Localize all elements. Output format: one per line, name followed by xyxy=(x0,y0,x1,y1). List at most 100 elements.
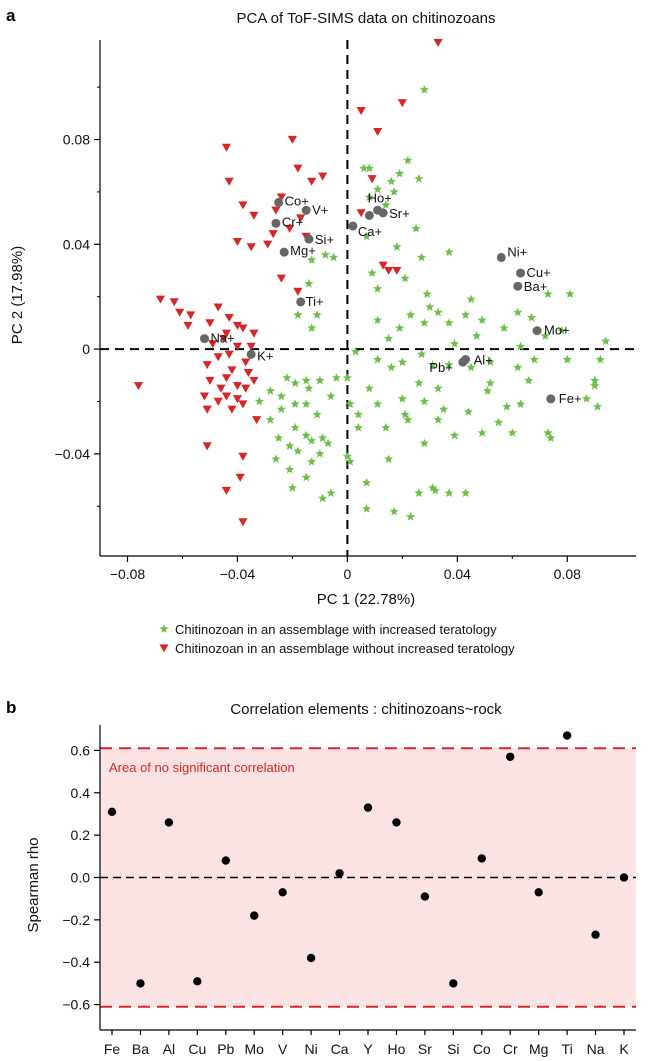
green-star-point xyxy=(282,373,292,382)
green-star-point xyxy=(444,247,454,256)
green-star-point xyxy=(502,401,512,411)
correlation-points xyxy=(107,731,629,988)
correlation-x-tick-label: Fe xyxy=(104,1041,121,1057)
element-label: Co+ xyxy=(285,193,309,208)
correlation-point xyxy=(107,807,117,817)
green-star-point xyxy=(513,307,523,317)
correlation-point xyxy=(221,856,230,865)
red-triangle-point xyxy=(232,395,243,404)
green-star-point xyxy=(265,415,275,424)
correlation-point xyxy=(534,888,543,897)
pca-y-tick-label: 0.04 xyxy=(63,236,90,252)
green-star-point xyxy=(419,85,429,94)
element-label: Cr+ xyxy=(282,214,303,229)
green-star-point xyxy=(326,391,336,401)
red-triangle-point xyxy=(221,329,232,338)
correlation-y-tick-label: 0.6 xyxy=(71,742,91,758)
red-triangle-point xyxy=(249,211,259,220)
green-star-point xyxy=(433,383,443,393)
green-star-point xyxy=(301,375,311,385)
red-triangle-point xyxy=(271,206,281,215)
green-star-point xyxy=(293,310,303,319)
red-triangle-point xyxy=(216,384,226,393)
green-star-point xyxy=(417,349,427,359)
red-triangle-point xyxy=(241,384,251,393)
red-triangle-point xyxy=(293,287,303,296)
green-star-point xyxy=(543,428,553,437)
green-star-point xyxy=(444,360,454,369)
element-loading-point xyxy=(516,268,526,278)
red-triangle-point xyxy=(205,376,215,385)
red-triangle-point xyxy=(296,214,306,223)
pca-y-tick-label: −0.04 xyxy=(55,446,91,462)
element-loading-point xyxy=(458,357,468,367)
red-triangle-point xyxy=(232,321,243,330)
red-triangle-point xyxy=(213,397,223,406)
red-triangle-point xyxy=(199,392,210,401)
pca-x-axis-label: PC 1 (22.78%) xyxy=(317,591,415,608)
pca-x-tick-label: 0 xyxy=(343,566,351,582)
red-triangle-point xyxy=(227,366,237,375)
correlation-point xyxy=(477,854,486,863)
element-loading-point xyxy=(296,297,306,307)
correlation-y-tick-label: 0.0 xyxy=(71,870,91,886)
legend-label-red: Chitinozoan in an assemblage without inc… xyxy=(175,641,515,656)
green-star-point xyxy=(276,391,286,401)
green-star-point xyxy=(590,375,600,385)
correlation-y-axis-label: Spearman rho xyxy=(25,837,42,932)
green-star-point xyxy=(285,464,295,474)
green-star-point xyxy=(565,289,575,298)
correlation-x-tick-label: V xyxy=(278,1041,288,1057)
green-star-point xyxy=(254,396,264,406)
correlation-y-tick-label: 0.2 xyxy=(71,827,91,843)
element-loading-point xyxy=(364,210,374,220)
red-triangle-point xyxy=(241,358,251,367)
element-label: Ba+ xyxy=(524,279,548,294)
green-star-point xyxy=(433,415,443,424)
green-star-point xyxy=(433,307,443,317)
correlation-point xyxy=(164,818,174,827)
green-star-point xyxy=(400,409,410,419)
green-star-point xyxy=(274,433,284,442)
red-triangle-point xyxy=(238,518,248,527)
pca-ticks: −0.08 −0.04 0 0.04 0.08 −0.04 0 0.04 0.08 xyxy=(55,86,581,582)
green-star-point xyxy=(419,318,429,327)
red-triangle-point xyxy=(397,99,407,108)
correlation-x-tick-label: Co xyxy=(473,1041,491,1057)
green-star-point xyxy=(477,315,487,325)
green-star-point xyxy=(411,223,421,233)
green-star-point xyxy=(345,399,355,408)
correlation-point xyxy=(562,731,572,740)
correlation-x-tick-label: Y xyxy=(363,1041,373,1057)
red-triangle-point xyxy=(252,416,262,425)
green-star-point xyxy=(419,396,429,406)
green-star-point xyxy=(403,415,413,424)
red-triangle-point xyxy=(221,143,232,152)
element-label: Si+ xyxy=(315,232,334,247)
correlation-point xyxy=(335,869,344,878)
green-star-point xyxy=(485,357,495,367)
green-star-point xyxy=(428,483,438,492)
green-star-point xyxy=(353,409,363,419)
green-star-point xyxy=(386,176,396,186)
correlation-chart-title: Correlation elements : chitinozoans~rock xyxy=(230,701,502,718)
green-star-point xyxy=(527,312,537,322)
red-triangle-point xyxy=(224,177,234,186)
red-triangle-point xyxy=(367,175,377,184)
correlation-point xyxy=(392,818,401,827)
red-triangle-point xyxy=(246,342,256,351)
panel-a-pca-plot: a PCA of ToF-SIMS data on chitinozoans −… xyxy=(6,6,636,656)
green-star-point xyxy=(414,488,424,497)
green-star-point xyxy=(307,456,317,466)
red-triangle-point xyxy=(169,298,179,307)
element-label: Pb+ xyxy=(429,360,453,375)
green-star-point xyxy=(307,436,317,445)
green-star-point xyxy=(562,354,572,364)
green-star-point xyxy=(290,399,300,408)
red-triangle-point xyxy=(238,201,248,210)
green-star-point xyxy=(444,318,454,327)
green-star-point xyxy=(329,252,339,262)
element-loading-point xyxy=(378,208,388,218)
correlation-x-tick-label: Mg xyxy=(529,1041,548,1057)
correlation-point xyxy=(306,953,316,963)
